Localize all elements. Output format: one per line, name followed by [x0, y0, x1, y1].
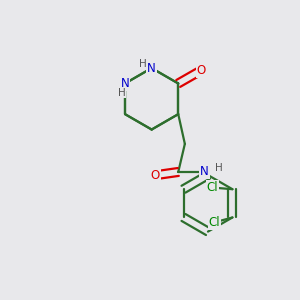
Text: H: H	[118, 88, 126, 98]
Text: H: H	[139, 59, 146, 69]
Text: O: O	[151, 169, 160, 182]
Text: O: O	[197, 64, 206, 77]
Text: N: N	[121, 77, 129, 90]
Text: Cl: Cl	[208, 216, 220, 229]
Text: N: N	[147, 61, 156, 75]
Text: H: H	[215, 163, 222, 173]
Text: Cl: Cl	[207, 181, 218, 194]
Text: N: N	[200, 166, 209, 178]
